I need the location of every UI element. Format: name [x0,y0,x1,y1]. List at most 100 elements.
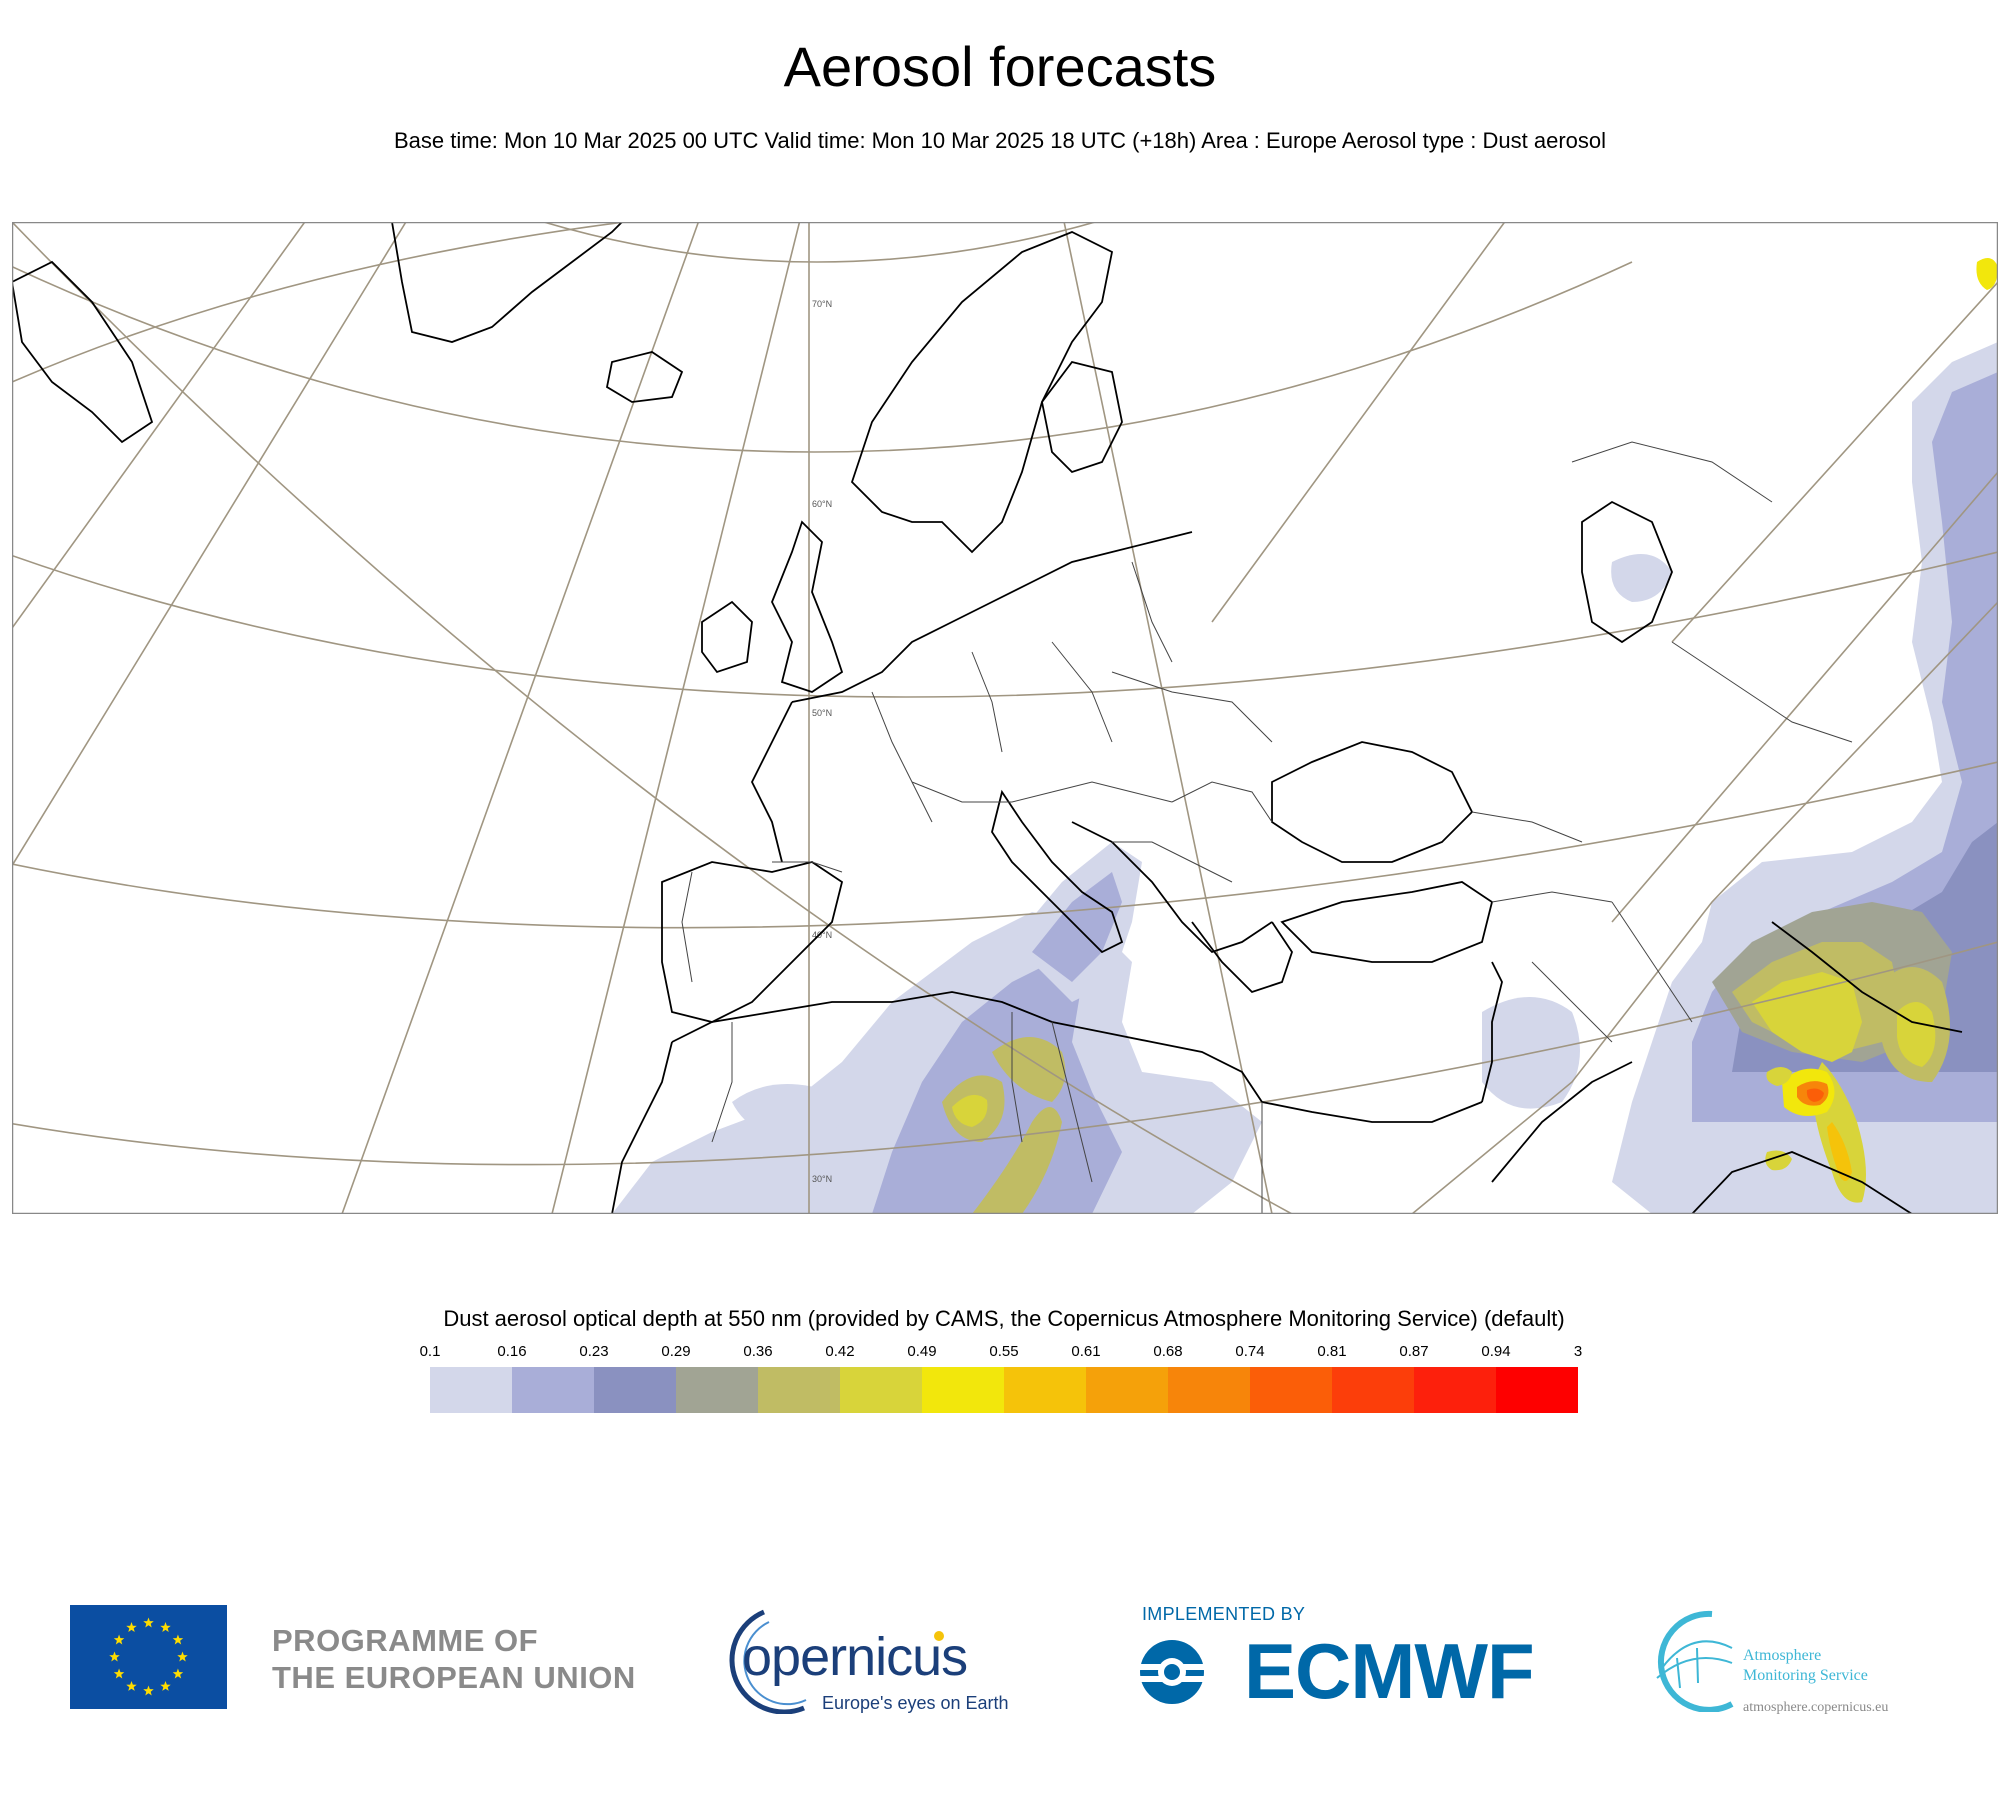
border-pyrenees [772,861,843,873]
legend-tick-label: 3 [1573,1343,1583,1360]
dust-plume-hotspot-red [1806,1088,1824,1102]
border-alps [911,781,1053,803]
legend-swatch [1086,1367,1168,1413]
africa-west-coast [611,1041,673,1214]
legend-tick-label: 0.29 [661,1343,691,1360]
canada-coast [12,260,154,444]
legend-swatch [1168,1367,1250,1413]
dust-plume-arabia-tail-orange [1827,1122,1852,1181]
copernicus-wordmark: opernicus [742,1627,968,1687]
border-spain-portugal [681,871,693,983]
legend-color-bar [430,1367,1578,1413]
ams-url: atmosphere.copernicus.eu [1743,1700,1889,1715]
iberia-coast [661,861,844,1023]
lat-label-50n: 50°N [812,708,832,718]
parallel-50n [12,551,1998,698]
lat-label-30n: 30°N [812,1174,832,1184]
ireland-coast [701,600,753,674]
legend-swatch [840,1367,922,1413]
legend-tick-label: 0.81 [1317,1343,1347,1360]
lat-label-70n: 70°N [812,299,832,309]
border-libya [1051,1021,1093,1183]
border-balkans [1112,841,1233,883]
legend-ticks: 0.1 0.16 0.23 0.29 0.36 0.42 0.49 0.55 0.61 0.68 0… [420,1343,1583,1365]
meridian-20w [341,222,700,1214]
border-turkey-east [1491,891,1613,903]
turkey-coast [1280,881,1494,963]
legend-tick-label: 0.49 [907,1343,937,1360]
graticule [12,222,1998,1214]
meridian-50e [1611,471,1998,923]
egypt-coast [1261,1101,1483,1123]
legend-tick-label: 0.1 [419,1343,441,1360]
parallel-60n [12,261,1633,453]
border-algeria-tunisia [1011,1012,1023,1143]
map-frame [12,222,1998,1214]
border-kazakhstan [1571,441,1773,503]
eu-text-line2: THE EUROPEAN UNION [272,1660,636,1695]
legend-title: Dust aerosol optical depth at 550 nm (pr… [443,1306,1565,1331]
meridian-10e [1063,222,1273,1214]
ams-name: Atmosphere Monitoring Service [1743,1646,1868,1686]
legend-swatch [1414,1367,1496,1413]
coastlines [12,222,1963,1214]
legend-tick-label: 0.61 [1071,1343,1101,1360]
legend-tick-label: 0.16 [497,1343,527,1360]
meridian-west-far [12,222,306,630]
legend-tick-label: 0.74 [1235,1343,1265,1360]
legend-swatch [1496,1367,1578,1413]
latitude-labels: 70°N 60°N 50°N 40°N 30°N [812,299,832,1184]
arabia-coast [1691,1151,1913,1214]
greece-coast [1191,921,1293,994]
legend-swatch [1250,1367,1332,1413]
britain-coast [771,520,844,693]
dust-plume-middle-east-yellow [1752,972,1862,1062]
meridian-10w [551,222,801,1214]
italy-coast [991,789,1124,954]
dust-spot-levant [1765,1150,1792,1171]
eu-star-icon [109,1651,120,1662]
meridian-20e [1411,601,1998,1214]
border-france-germany [871,691,933,823]
iceland-coast [605,351,684,403]
ecmwf-wordmark: ECMWF [1244,1627,1535,1715]
eu-star-icon [172,1634,184,1645]
dust-field [612,258,1998,1214]
eu-text-line1: PROGRAMME OF [272,1623,539,1658]
france-west-coast [750,701,793,863]
legend-tick-label: 0.87 [1399,1343,1429,1360]
meridian-30e [1211,222,1506,623]
border-germany-poland [971,651,1003,753]
lat-label-60n: 60°N [812,499,832,509]
eu-star-icon [160,1622,171,1632]
dust-spot-sinai [1766,1067,1792,1086]
parallel-arc-west [12,222,631,383]
europe-mainland-coast [791,531,1193,703]
copernicus-tagline: Europe's eyes on Earth [822,1693,1009,1713]
parallel-70n [541,222,1099,263]
legend-tick-label: 0.23 [579,1343,609,1360]
page-title: Aerosol forecasts [783,35,1217,98]
copernicus-logo-icon [729,1609,944,1714]
parallel-30n [12,941,1998,1166]
border-romania [1171,781,1273,823]
legend-tick-label: 0.36 [743,1343,773,1360]
eu-star-icon [143,1617,154,1628]
border-caucasus [1471,811,1583,843]
legend-swatch [1332,1367,1414,1413]
meridian-40e [1671,281,1998,643]
legend-tick-label: 0.68 [1153,1343,1183,1360]
legend-swatch [758,1367,840,1413]
legend-swatch [594,1367,676,1413]
eu-flag-logo [70,1605,227,1709]
legend-swatch [430,1367,512,1413]
legend-tick-label: 0.42 [825,1343,855,1360]
legend-tick-label: 0.55 [989,1343,1019,1360]
eu-star-icon [177,1651,188,1662]
legend-swatch [676,1367,758,1413]
legend-swatch [512,1367,594,1413]
eu-stars [109,1617,188,1696]
finland-coast [1041,360,1123,474]
ams-name-line1: Atmosphere [1743,1647,1822,1664]
black-sea-coast [1271,741,1474,863]
